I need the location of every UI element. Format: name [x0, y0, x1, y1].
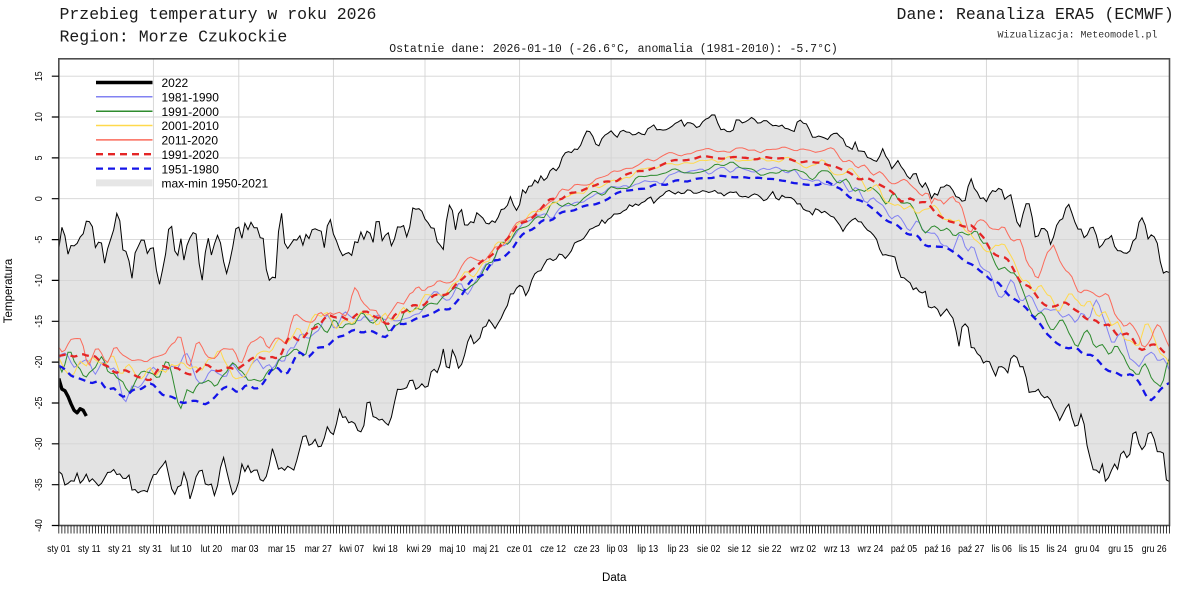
svg-text:cze 23: cze 23	[574, 543, 600, 555]
svg-text:wrz 13: wrz 13	[823, 543, 850, 555]
svg-text:paź 16: paź 16	[924, 543, 950, 555]
svg-text:max-min 1950-2021: max-min 1950-2021	[162, 177, 269, 191]
svg-text:lip 13: lip 13	[637, 543, 658, 555]
svg-text:wrz 02: wrz 02	[790, 543, 817, 555]
svg-text:cze 01: cze 01	[507, 543, 533, 555]
svg-text:mar 03: mar 03	[231, 543, 258, 555]
svg-text:-30: -30	[33, 437, 45, 450]
svg-text:mar 27: mar 27	[305, 543, 332, 555]
svg-text:maj 10: maj 10	[439, 543, 465, 555]
svg-text:1951-1980: 1951-1980	[162, 162, 220, 176]
svg-text:Data: Data	[602, 572, 627, 584]
svg-text:Przebieg temperatury w roku 20: Przebieg temperatury w roku 2026	[60, 5, 377, 24]
svg-text:gru 26: gru 26	[1142, 543, 1167, 555]
svg-text:lis 24: lis 24	[1046, 543, 1067, 555]
svg-text:lut 20: lut 20	[201, 543, 222, 555]
svg-text:1991-2020: 1991-2020	[162, 148, 220, 162]
svg-text:gru 04: gru 04	[1075, 543, 1100, 555]
svg-text:gru 15: gru 15	[1108, 543, 1133, 555]
svg-text:sty 21: sty 21	[108, 543, 131, 555]
svg-text:lis 06: lis 06	[991, 543, 1011, 555]
svg-text:-40: -40	[33, 519, 45, 532]
svg-text:Temperatura: Temperatura	[3, 258, 15, 323]
svg-text:mar 15: mar 15	[268, 543, 295, 555]
svg-text:-10: -10	[33, 274, 45, 287]
svg-text:2011-2020: 2011-2020	[162, 134, 219, 148]
svg-text:15: 15	[33, 71, 45, 81]
svg-text:-35: -35	[33, 478, 45, 491]
svg-text:kwi 07: kwi 07	[339, 543, 364, 555]
svg-text:-20: -20	[33, 356, 45, 369]
svg-text:-25: -25	[33, 397, 45, 410]
svg-text:1981-1990: 1981-1990	[162, 91, 220, 105]
svg-text:maj 21: maj 21	[473, 543, 499, 555]
svg-text:sie 02: sie 02	[697, 543, 720, 555]
svg-text:2022: 2022	[162, 76, 189, 90]
svg-text:sie 22: sie 22	[758, 543, 781, 555]
svg-text:kwi 18: kwi 18	[373, 543, 398, 555]
svg-text:sty 31: sty 31	[139, 543, 162, 555]
svg-text:1991-2000: 1991-2000	[162, 105, 220, 119]
svg-text:lip 23: lip 23	[668, 543, 689, 555]
svg-text:-5: -5	[33, 236, 45, 244]
svg-text:2001-2010: 2001-2010	[162, 119, 220, 133]
svg-text:Region: Morze Czukockie: Region: Morze Czukockie	[60, 28, 288, 47]
svg-text:wrz 24: wrz 24	[857, 543, 884, 555]
svg-text:sty 01: sty 01	[47, 543, 70, 555]
svg-text:10: 10	[33, 112, 45, 122]
svg-text:Dane: Reanaliza ERA5 (ECMWF): Dane: Reanaliza ERA5 (ECMWF)	[897, 5, 1174, 24]
svg-text:paź 05: paź 05	[891, 543, 917, 555]
svg-text:sie 12: sie 12	[728, 543, 751, 555]
svg-text:kwi 29: kwi 29	[407, 543, 432, 555]
svg-text:cze 12: cze 12	[540, 543, 566, 555]
svg-text:-15: -15	[33, 315, 45, 328]
svg-text:Ostatnie dane: 2026-01-10 (-26: Ostatnie dane: 2026-01-10 (-26.6°C, anom…	[389, 43, 838, 56]
svg-text:paź 27: paź 27	[958, 543, 984, 555]
svg-text:Wizualizacja: Meteomodel.pl: Wizualizacja: Meteomodel.pl	[997, 30, 1157, 41]
svg-text:0: 0	[33, 196, 45, 201]
svg-text:lip 03: lip 03	[607, 543, 628, 555]
svg-text:5: 5	[33, 155, 45, 160]
svg-text:lis 15: lis 15	[1019, 543, 1039, 555]
svg-text:sty 11: sty 11	[78, 543, 101, 555]
svg-text:lut 10: lut 10	[170, 543, 191, 555]
